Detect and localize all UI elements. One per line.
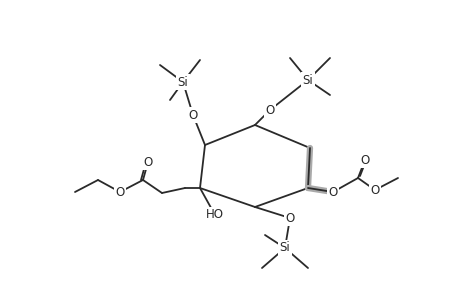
Text: HO: HO <box>206 208 224 221</box>
Text: Si: Si <box>302 74 313 86</box>
Text: O: O <box>359 154 369 166</box>
Text: O: O <box>265 103 274 116</box>
Text: O: O <box>369 184 379 196</box>
Text: Si: Si <box>177 76 188 88</box>
Text: O: O <box>328 185 337 199</box>
Text: O: O <box>188 109 197 122</box>
Text: O: O <box>115 185 124 199</box>
Text: O: O <box>285 212 294 224</box>
Text: Si: Si <box>279 242 290 254</box>
Text: O: O <box>143 155 152 169</box>
